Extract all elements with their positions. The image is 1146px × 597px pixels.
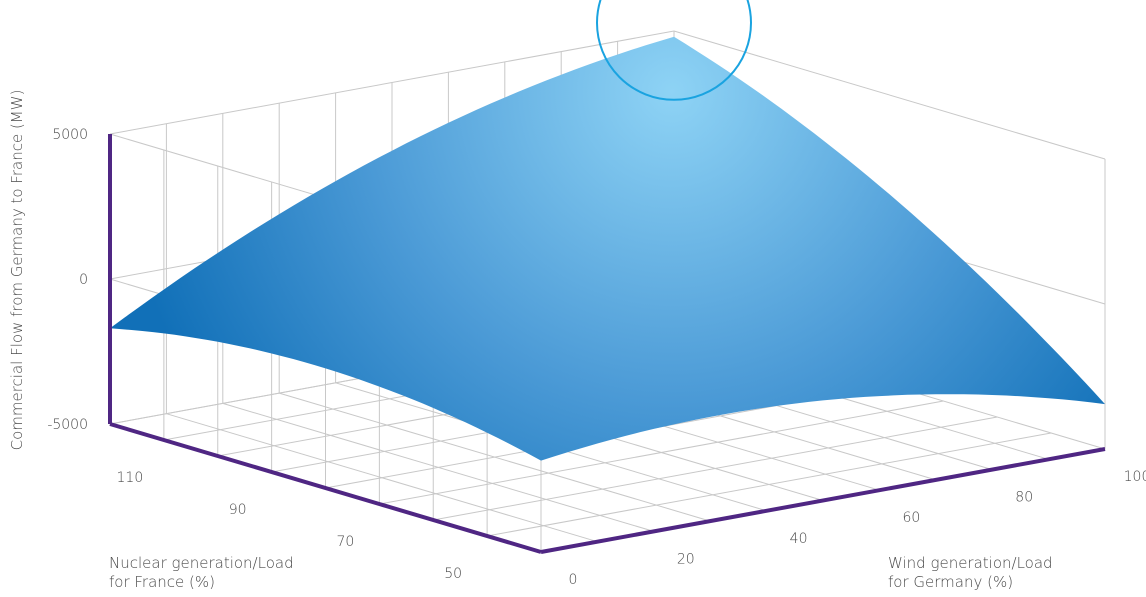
y-tick-label: 70: [336, 534, 354, 550]
z-axis-title: Commercial Flow from Germany to France (…: [8, 90, 26, 451]
x-axis-line: [540, 447, 1106, 554]
y-axis-title-line1: Nuclear generation/Load: [109, 554, 294, 572]
x-tick-label: 40: [790, 531, 808, 547]
surface-layer: [110, 36, 1105, 461]
y-tick-labels: 50 70 90 110: [117, 470, 463, 582]
wall-grid-line: [109, 30, 675, 135]
floor-grid-line: [487, 432, 1052, 537]
x-axis-title-line1: Wind generation/Load: [888, 554, 1053, 572]
y-tick-label: 110: [117, 470, 144, 486]
x-tick-label: 100: [1124, 469, 1146, 485]
x-axis-title-line2: for Germany (%): [888, 573, 1013, 591]
floor-grid-line: [379, 400, 944, 505]
highlight-circle: [596, 0, 752, 101]
x-tick-label: 20: [677, 551, 695, 567]
annotation-layer: [596, 0, 752, 101]
z-tick-label: 0: [79, 272, 88, 288]
z-tick-label: 5000: [52, 127, 88, 143]
axes-lines: [108, 134, 1106, 554]
x-tick-label: 60: [902, 510, 920, 526]
y-axis-line: [109, 422, 542, 554]
x-tick-label: 0: [569, 572, 578, 588]
x-tick-label: 80: [1015, 490, 1033, 506]
surface-mesh: [110, 36, 1105, 461]
z-tick-label: -5000: [47, 417, 88, 433]
floor-grid-line: [433, 416, 998, 521]
y-tick-label: 50: [444, 566, 462, 582]
y-axis-title-line2: for France (%): [109, 573, 215, 591]
y-tick-label: 90: [229, 502, 247, 518]
x-tick-labels: 0 20 40 60 80 100: [569, 469, 1146, 588]
z-tick-labels: 5000 0 -5000: [47, 127, 88, 433]
